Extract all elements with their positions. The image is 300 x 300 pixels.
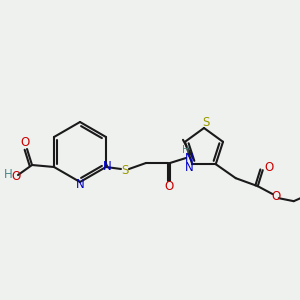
- Text: N: N: [185, 161, 194, 174]
- Text: N: N: [184, 152, 194, 164]
- Text: O: O: [11, 170, 21, 184]
- Text: O: O: [164, 181, 174, 194]
- Text: S: S: [202, 116, 210, 130]
- Text: O: O: [264, 161, 273, 174]
- Text: N: N: [103, 160, 111, 173]
- Text: N: N: [76, 178, 84, 190]
- Text: S: S: [121, 164, 129, 176]
- Text: H: H: [182, 145, 190, 155]
- Text: O: O: [271, 190, 280, 203]
- Text: O: O: [20, 136, 30, 149]
- Text: H: H: [4, 167, 12, 181]
